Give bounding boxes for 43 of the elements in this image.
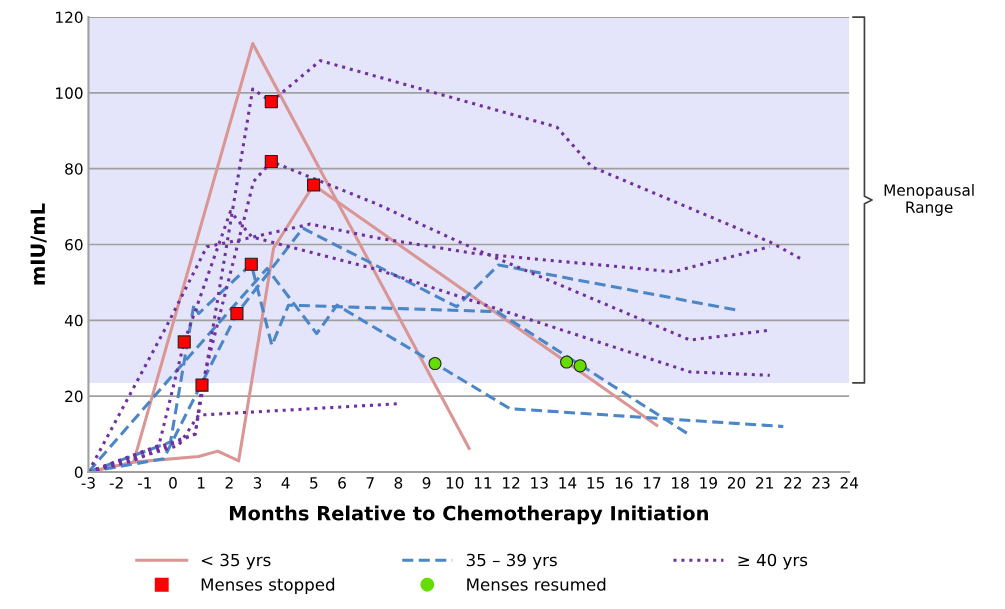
x-tick-label: 14 [559,477,577,489]
legend-label: Menses resumed [467,577,606,591]
x-tick-label: 21 [756,477,773,489]
x-tick-label: 10 [446,477,464,489]
x-tick-label: 22 [784,477,802,489]
x-tick-label: 6 [338,477,346,489]
y-tick-label: 20 [65,390,83,403]
legend-label: ≥ 40 yrs [738,553,808,570]
y-axis-title: mIU/mL [30,203,47,285]
x-tick-label: 17 [643,477,661,489]
x-axis-title: Months Relative to Chemotherapy Initiation [229,505,708,525]
y-tick-label: 0 [74,466,83,478]
y-tick-label: 120 [56,11,83,24]
x-tick-label: 0 [169,477,177,489]
legend-label: Menses stopped [201,577,335,594]
legend-label: 35 – 39 yrs [466,553,557,570]
x-tick-label: 11 [474,477,492,489]
x-tick-label: 24 [840,477,859,489]
legend-label: < 35 yrs [201,553,271,570]
x-tick-label: -1 [137,477,151,489]
x-tick-label: 3 [253,477,262,489]
x-tick-label: 7 [366,477,374,489]
x-tick-label: 13 [531,477,548,489]
x-tick-label: 16 [615,477,633,489]
y-tick-label: 80 [65,163,83,175]
x-tick-label: 9 [422,477,431,489]
x-tick-label: 15 [587,477,605,489]
x-tick-label: 19 [700,477,717,489]
y-tick-label: 40 [64,314,83,327]
x-tick-label: 12 [503,477,520,489]
y-tick-label: 60 [65,238,83,251]
x-tick-label: -2 [109,477,123,489]
x-tick-label: 4 [281,477,290,489]
x-tick-label: 18 [672,477,689,489]
x-tick-label: 23 [812,477,830,489]
x-tick-label: 2 [225,477,233,489]
x-tick-label: -3 [81,477,95,489]
x-tick-label: 5 [310,477,318,489]
x-tick-label: 1 [197,477,205,489]
band-label: Menopausal Range [884,184,974,216]
x-tick-label: 8 [394,477,403,489]
x-tick-label: 20 [727,477,746,489]
y-tick-label: 100 [56,87,83,99]
